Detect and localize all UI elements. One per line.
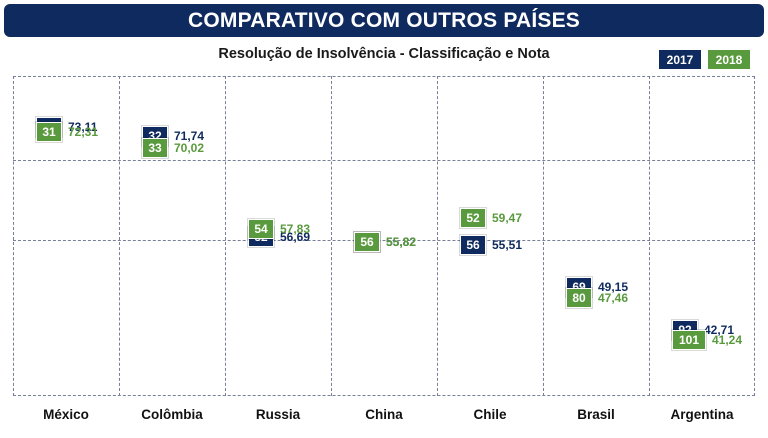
value-label: 56,69 [280, 230, 311, 244]
x-tick-label: Colômbia [141, 407, 203, 422]
data-point-2018-México: 31 72,31 [36, 122, 98, 142]
data-point-2018-China: 56 55,82 [354, 232, 416, 252]
legend-item-2017: 2017 [659, 50, 701, 69]
data-point-2018-Brasil: 80 47,46 [566, 288, 628, 308]
value-label: 71,74 [174, 129, 205, 143]
grid-hline [13, 240, 755, 241]
legend-item-2018: 2018 [708, 50, 750, 69]
data-point-2017-Chile: 56 55,51 [460, 235, 522, 255]
value-label: 73,11 [68, 120, 98, 134]
x-tick-label: Brasil [577, 407, 615, 422]
value-label: 47,46 [598, 291, 629, 305]
rank-label: 56 [354, 232, 380, 252]
grid-vline [543, 76, 544, 396]
plot-area [13, 76, 755, 396]
grid-hline [13, 160, 755, 161]
value-label: 41,24 [712, 333, 743, 347]
value-label: 55,51 [492, 238, 523, 252]
value-label: 42,71 [704, 323, 735, 337]
grid-vline [649, 76, 650, 396]
x-tick-label: Argentina [670, 407, 734, 422]
value-label: 59,47 [492, 211, 523, 225]
rank-label: 52 [460, 208, 486, 228]
value-label: 72,31 [68, 125, 99, 139]
rank-label: 80 [566, 288, 592, 308]
data-point-2018-Argentina: 101 41,24 [672, 330, 742, 350]
grid-vline [331, 76, 332, 396]
grid-vline [437, 76, 438, 396]
grid-vline [225, 76, 226, 396]
rank-label: 101 [672, 330, 706, 350]
x-tick-label: Chile [473, 407, 507, 422]
x-tick-label: México [43, 407, 89, 422]
data-point-2018-Colômbia: 33 70,02 [142, 138, 204, 158]
rank-label: 31 [36, 122, 62, 142]
rank-label: 56 [460, 235, 486, 255]
page-header: COMPARATIVO COM OUTROS PAÍSES [4, 4, 764, 37]
value-label: 49,15 [598, 280, 629, 294]
value-label: 70,02 [174, 141, 205, 155]
chart-title: Resolução de Insolvência - Classificação… [218, 46, 550, 62]
page-title: COMPARATIVO COM OUTROS PAÍSES [188, 8, 580, 32]
x-tick-label: China [365, 407, 403, 422]
value-label: 57,83 [280, 222, 311, 236]
rank-label: 54 [248, 219, 274, 239]
x-tick-label: Russia [255, 407, 301, 422]
rank-label: 33 [142, 138, 168, 158]
data-point-2018-Chile: 52 59,47 [460, 208, 522, 228]
value-label: 55,82 [386, 235, 417, 249]
value-label: 55,82 [386, 235, 417, 249]
data-point-2018-Russia: 54 57,83 [248, 219, 310, 239]
grid-vline [119, 76, 120, 396]
